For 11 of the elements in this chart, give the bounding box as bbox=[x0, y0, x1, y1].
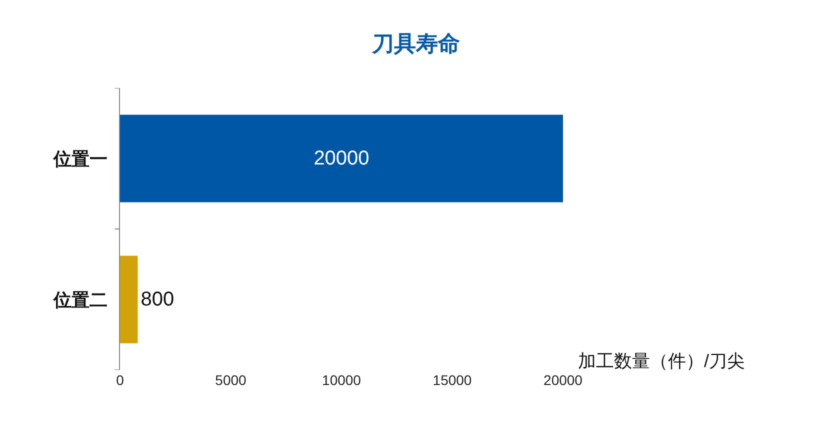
x-tick-label: 10000 bbox=[322, 372, 362, 388]
x-tick-label: 0 bbox=[116, 372, 124, 388]
x-axis-title: 加工数量（件）/刀尖 bbox=[578, 351, 746, 371]
y-tick-label: 位置一 bbox=[52, 148, 108, 169]
chart-title: 刀具寿命 bbox=[371, 30, 460, 56]
x-tick-label: 20000 bbox=[544, 372, 583, 388]
data-label: 800 bbox=[140, 288, 174, 310]
x-tick-label: 5000 bbox=[215, 372, 247, 388]
data-label: 20000 bbox=[314, 148, 370, 170]
y-tick-label: 位置二 bbox=[52, 290, 108, 310]
x-tick-label: 15000 bbox=[432, 372, 472, 388]
